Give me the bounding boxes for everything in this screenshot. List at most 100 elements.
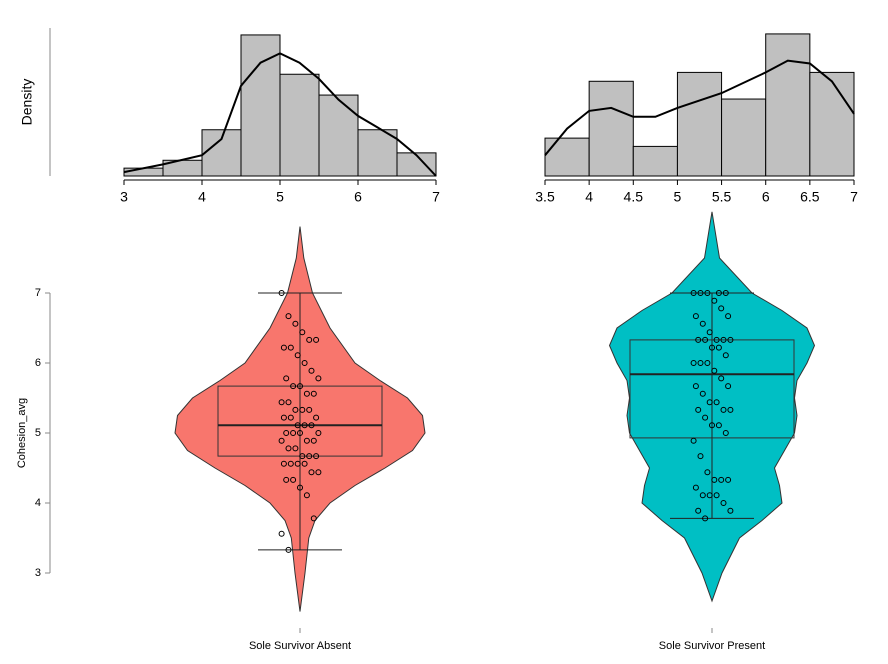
data-point — [310, 515, 317, 522]
data-point — [294, 352, 301, 359]
data-point — [285, 399, 292, 406]
data-point — [292, 406, 299, 413]
histogram-bar — [240, 34, 281, 177]
data-point — [285, 445, 292, 452]
data-point — [722, 290, 729, 296]
data-point — [725, 313, 732, 320]
x-tick-label: 7 — [850, 189, 858, 205]
data-point — [315, 430, 322, 436]
data-point — [303, 437, 310, 444]
data-point — [297, 383, 303, 390]
data-point — [290, 476, 297, 483]
data-point — [292, 445, 299, 452]
y-tick-label: 3 — [35, 567, 41, 579]
data-point — [308, 469, 315, 476]
histogram-bar — [396, 152, 437, 177]
x-tick-label: Sole Survivor Absent — [249, 640, 351, 652]
y-axis-label: Cohesion_avg — [16, 398, 28, 468]
data-point — [315, 469, 322, 476]
data-point — [294, 460, 301, 467]
data-point — [283, 476, 290, 483]
data-point — [301, 422, 308, 429]
data-point — [706, 399, 713, 406]
data-point — [299, 329, 306, 336]
data-point — [290, 430, 297, 436]
data-point — [718, 476, 725, 483]
data-point — [699, 390, 706, 397]
data-point — [285, 313, 292, 320]
y-tick-label: 5 — [35, 427, 41, 439]
data-point — [697, 360, 704, 366]
data-point — [303, 492, 310, 499]
x-tick-label: 7 — [432, 189, 440, 205]
data-point — [303, 390, 310, 397]
density-curve — [123, 52, 437, 177]
data-point — [283, 375, 290, 382]
data-point — [283, 430, 290, 436]
data-point — [301, 460, 308, 467]
data-point — [697, 453, 704, 460]
data-point — [280, 460, 287, 467]
data-point — [713, 399, 720, 406]
data-point — [715, 344, 722, 351]
data-point — [692, 313, 699, 320]
data-point — [280, 414, 287, 421]
data-point — [727, 507, 734, 514]
data-point — [278, 290, 285, 296]
y-tick-label: 6 — [35, 357, 41, 369]
data-point — [315, 375, 322, 382]
x-tick-label: 6 — [762, 189, 770, 205]
data-point — [706, 329, 713, 336]
x-tick-label: 5 — [674, 189, 682, 205]
x-tick-label: 6.5 — [800, 189, 820, 205]
x-tick-label: 4 — [585, 189, 593, 205]
data-point — [278, 437, 285, 444]
data-point — [313, 453, 320, 460]
data-point — [695, 406, 702, 413]
x-tick-label: 4 — [198, 189, 206, 205]
data-point — [702, 336, 709, 343]
data-point — [297, 430, 303, 436]
data-point — [299, 406, 306, 413]
data-point — [711, 476, 718, 483]
data-point — [715, 422, 722, 429]
data-point — [310, 437, 317, 444]
data-point — [709, 344, 715, 351]
data-point — [308, 422, 315, 429]
data-point — [690, 437, 697, 444]
x-tick-label: 6 — [354, 189, 362, 205]
data-point — [715, 290, 722, 296]
data-point — [278, 399, 285, 406]
data-point — [697, 290, 704, 296]
histogram-bar — [632, 145, 678, 177]
data-point — [720, 336, 727, 343]
data-point — [292, 320, 299, 327]
data-point — [722, 430, 729, 436]
histogram-bar — [765, 33, 811, 177]
x-tick-label: Sole Survivor Present — [659, 640, 765, 652]
data-point — [313, 336, 320, 343]
data-point — [711, 297, 718, 304]
x-tick-label: 5.5 — [712, 189, 732, 205]
data-point — [727, 406, 734, 413]
data-point — [720, 500, 727, 506]
data-point — [297, 484, 303, 491]
data-point — [718, 375, 725, 382]
data-point — [287, 414, 294, 421]
data-point — [713, 336, 720, 343]
data-point — [725, 383, 732, 390]
data-point — [699, 492, 706, 499]
histogram-bar — [279, 73, 320, 177]
y-axis-label: Density — [19, 79, 35, 126]
histogram-bar — [721, 98, 767, 177]
data-point — [310, 390, 317, 397]
histogram-bar — [357, 129, 398, 177]
data-point — [692, 383, 699, 390]
data-point — [702, 515, 709, 522]
histogram-bar — [544, 137, 590, 177]
data-point — [713, 492, 720, 499]
density-curve — [544, 59, 855, 156]
histogram-bar — [809, 71, 855, 177]
data-point — [699, 320, 706, 327]
